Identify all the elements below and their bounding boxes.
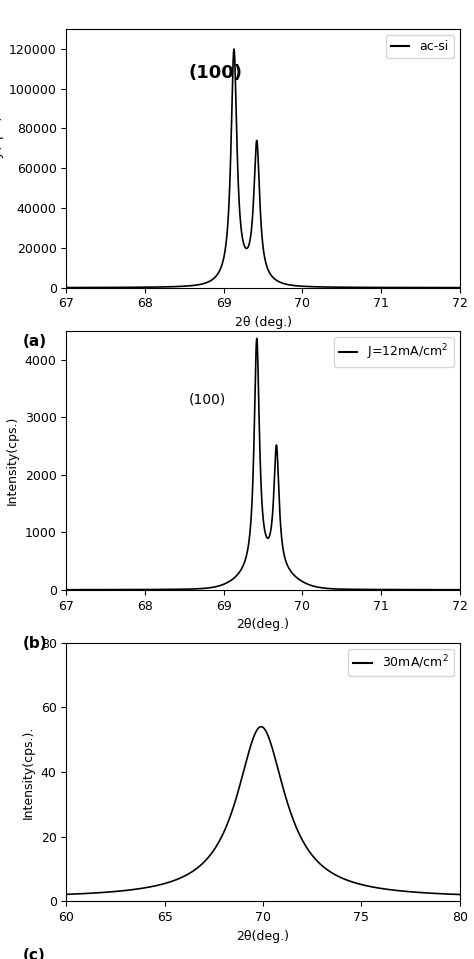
Text: (b): (b) — [23, 637, 48, 651]
Y-axis label: Intensity(cps.).: Intensity(cps.). — [22, 725, 35, 819]
Legend: 30mA/cm$^2$: 30mA/cm$^2$ — [348, 649, 454, 676]
Text: (a): (a) — [23, 335, 47, 349]
Text: (100): (100) — [188, 393, 226, 407]
X-axis label: 2θ (deg.): 2θ (deg.) — [235, 316, 292, 329]
Text: (c): (c) — [23, 948, 46, 959]
Legend: ac-si: ac-si — [385, 35, 454, 58]
Y-axis label: Intensity(cps.): Intensity(cps.) — [0, 113, 3, 203]
Legend: J=12mA/cm$^2$: J=12mA/cm$^2$ — [334, 338, 454, 366]
X-axis label: 2θ(deg.): 2θ(deg.) — [237, 618, 290, 631]
X-axis label: 2θ(deg.): 2θ(deg.) — [237, 929, 290, 943]
Text: (100): (100) — [188, 63, 242, 82]
Y-axis label: Intensity(cps.): Intensity(cps.) — [6, 415, 19, 505]
